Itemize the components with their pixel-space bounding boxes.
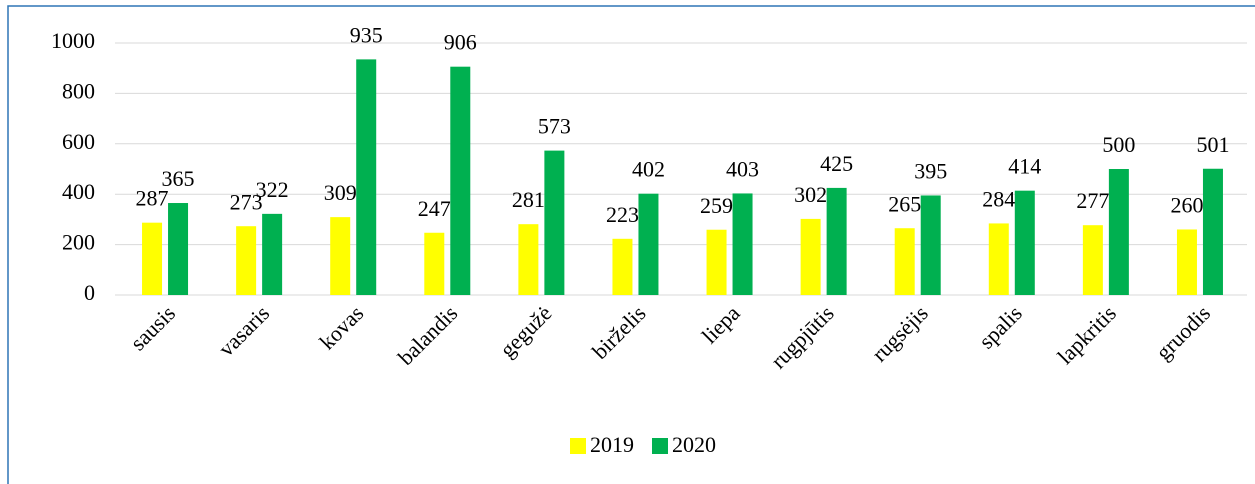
x-tick-label: birželis bbox=[587, 300, 650, 363]
bar bbox=[1082, 225, 1103, 295]
bar bbox=[894, 228, 915, 295]
bar bbox=[330, 217, 351, 295]
y-tick-label: 0 bbox=[84, 280, 95, 305]
bar bbox=[638, 193, 659, 295]
data-label: 259 bbox=[700, 193, 733, 218]
data-label: 277 bbox=[1076, 188, 1109, 213]
legend-swatch bbox=[570, 438, 586, 454]
x-tick-label: balandis bbox=[393, 300, 463, 370]
data-label: 284 bbox=[982, 186, 1015, 211]
bar bbox=[612, 238, 633, 295]
data-label: 425 bbox=[820, 151, 853, 176]
bar bbox=[356, 59, 377, 295]
data-label: 260 bbox=[1170, 193, 1203, 218]
x-tick-label: vasaris bbox=[213, 300, 274, 361]
bar bbox=[826, 187, 847, 295]
data-label: 247 bbox=[418, 196, 451, 221]
bar bbox=[800, 218, 821, 295]
y-tick-label: 200 bbox=[62, 230, 95, 255]
bar bbox=[262, 213, 283, 295]
bar bbox=[168, 203, 189, 295]
bar bbox=[1176, 229, 1197, 295]
data-label: 309 bbox=[324, 180, 357, 205]
data-label: 906 bbox=[444, 30, 477, 55]
data-label: 281 bbox=[512, 187, 545, 212]
bar bbox=[1014, 190, 1035, 295]
x-tick-label: rugsėjis bbox=[867, 300, 933, 366]
bar bbox=[450, 66, 471, 295]
data-label: 395 bbox=[914, 159, 947, 184]
data-label: 265 bbox=[888, 191, 921, 216]
data-label: 223 bbox=[606, 202, 639, 227]
data-label: 365 bbox=[162, 166, 195, 191]
y-tick-label: 400 bbox=[62, 179, 95, 204]
bar bbox=[920, 195, 941, 295]
x-tick-label: lapkritis bbox=[1052, 300, 1121, 369]
x-tick-label: gegužė bbox=[495, 300, 557, 362]
bar bbox=[732, 193, 753, 295]
x-tick-label: kovas bbox=[314, 300, 368, 354]
data-label: 322 bbox=[256, 177, 289, 202]
bar bbox=[544, 150, 565, 295]
bar bbox=[706, 229, 727, 295]
data-label: 935 bbox=[350, 22, 383, 47]
x-tick-label: liepa bbox=[697, 300, 745, 348]
y-tick-label: 800 bbox=[62, 78, 95, 103]
bar bbox=[1108, 169, 1129, 295]
legend-label: 2019 bbox=[590, 432, 634, 457]
data-label: 500 bbox=[1102, 132, 1135, 157]
data-label: 414 bbox=[1008, 154, 1041, 179]
legend-swatch bbox=[652, 438, 668, 454]
x-tick-label: sausis bbox=[125, 300, 180, 355]
legend-label: 2020 bbox=[672, 432, 716, 457]
data-label: 573 bbox=[538, 114, 571, 139]
data-label: 501 bbox=[1196, 132, 1229, 157]
data-label: 287 bbox=[136, 186, 169, 211]
y-tick-label: 1000 bbox=[51, 28, 95, 53]
x-tick-label: gruodis bbox=[1151, 300, 1215, 364]
bar bbox=[236, 226, 257, 295]
x-tick-label: rugpjūtis bbox=[766, 300, 839, 373]
bar bbox=[988, 223, 1009, 295]
data-label: 402 bbox=[632, 157, 665, 182]
bar bbox=[518, 224, 539, 295]
bar bbox=[1202, 168, 1223, 295]
bar bbox=[424, 232, 445, 295]
x-tick-label: spalis bbox=[974, 300, 1027, 353]
bar bbox=[142, 222, 163, 295]
data-label: 302 bbox=[794, 182, 827, 207]
data-label: 273 bbox=[230, 189, 263, 214]
y-tick-label: 600 bbox=[62, 129, 95, 154]
frame bbox=[7, 5, 1255, 484]
data-label: 403 bbox=[726, 156, 759, 181]
